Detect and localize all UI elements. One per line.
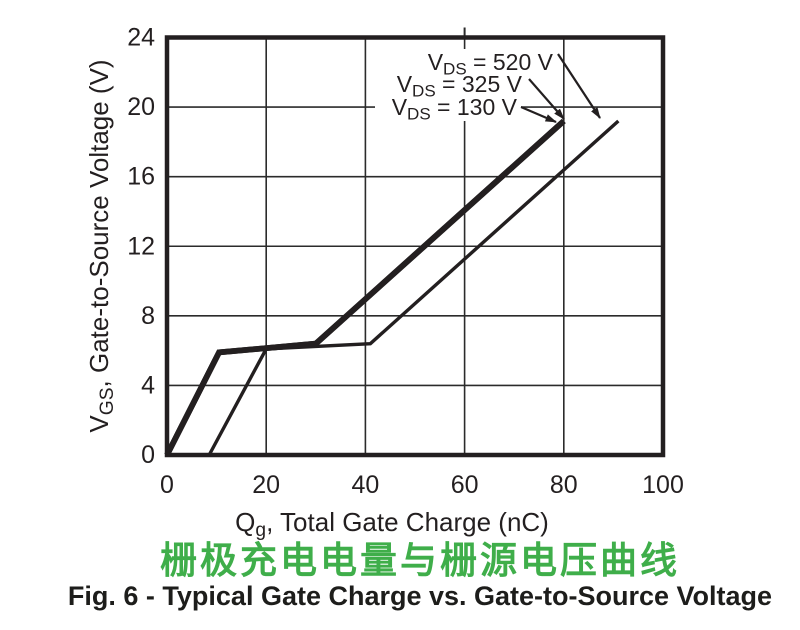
curves (164, 118, 620, 457)
annotation-label-bg (375, 94, 521, 121)
x-tick-label: 20 (252, 471, 280, 499)
curve-vds-=-325-v (164, 118, 566, 457)
annotation-arrows (520, 53, 601, 124)
y-axis-title: VGS, Gate-to-Source Voltage (V) (84, 59, 118, 432)
y-tick-label: 8 (141, 302, 155, 330)
x-tick-label: 40 (351, 471, 379, 499)
vds-annotation-label: VDS = 130 V (392, 94, 518, 124)
y-tick-label: 0 (141, 441, 155, 469)
annotation-label-bg (380, 71, 526, 98)
plot-frame (164, 35, 666, 458)
x-tick-label: 60 (451, 471, 479, 499)
x-tick-label: 0 (160, 471, 174, 499)
x-tick-label: 80 (550, 471, 578, 499)
x-axis-title: Qg, Total Gate Charge (nC) (235, 507, 549, 541)
annotation-arrow (557, 53, 601, 119)
annotation-arrow (520, 105, 557, 124)
vds-annotation-label: VDS = 520 V (428, 49, 554, 79)
y-tick-label: 16 (127, 163, 155, 191)
x-tick-label: 100 (642, 471, 684, 499)
figure-caption: Fig. 6 - Typical Gate Charge vs. Gate-to… (67, 581, 773, 611)
annotation-arrow (528, 78, 565, 120)
plot-border (164, 35, 666, 458)
vds-annotation-label: VDS = 325 V (397, 71, 523, 101)
label-backgrounds (375, 49, 557, 121)
y-tick-label: 20 (127, 93, 155, 121)
y-tick-label: 4 (141, 371, 155, 399)
y-tick-label: 24 (127, 24, 155, 52)
chinese-caption: 栅极充电电量与栅源电压曲线 (160, 540, 680, 581)
y-tick-label: 12 (127, 232, 155, 260)
curve-vds-=-520-v (207, 119, 620, 456)
